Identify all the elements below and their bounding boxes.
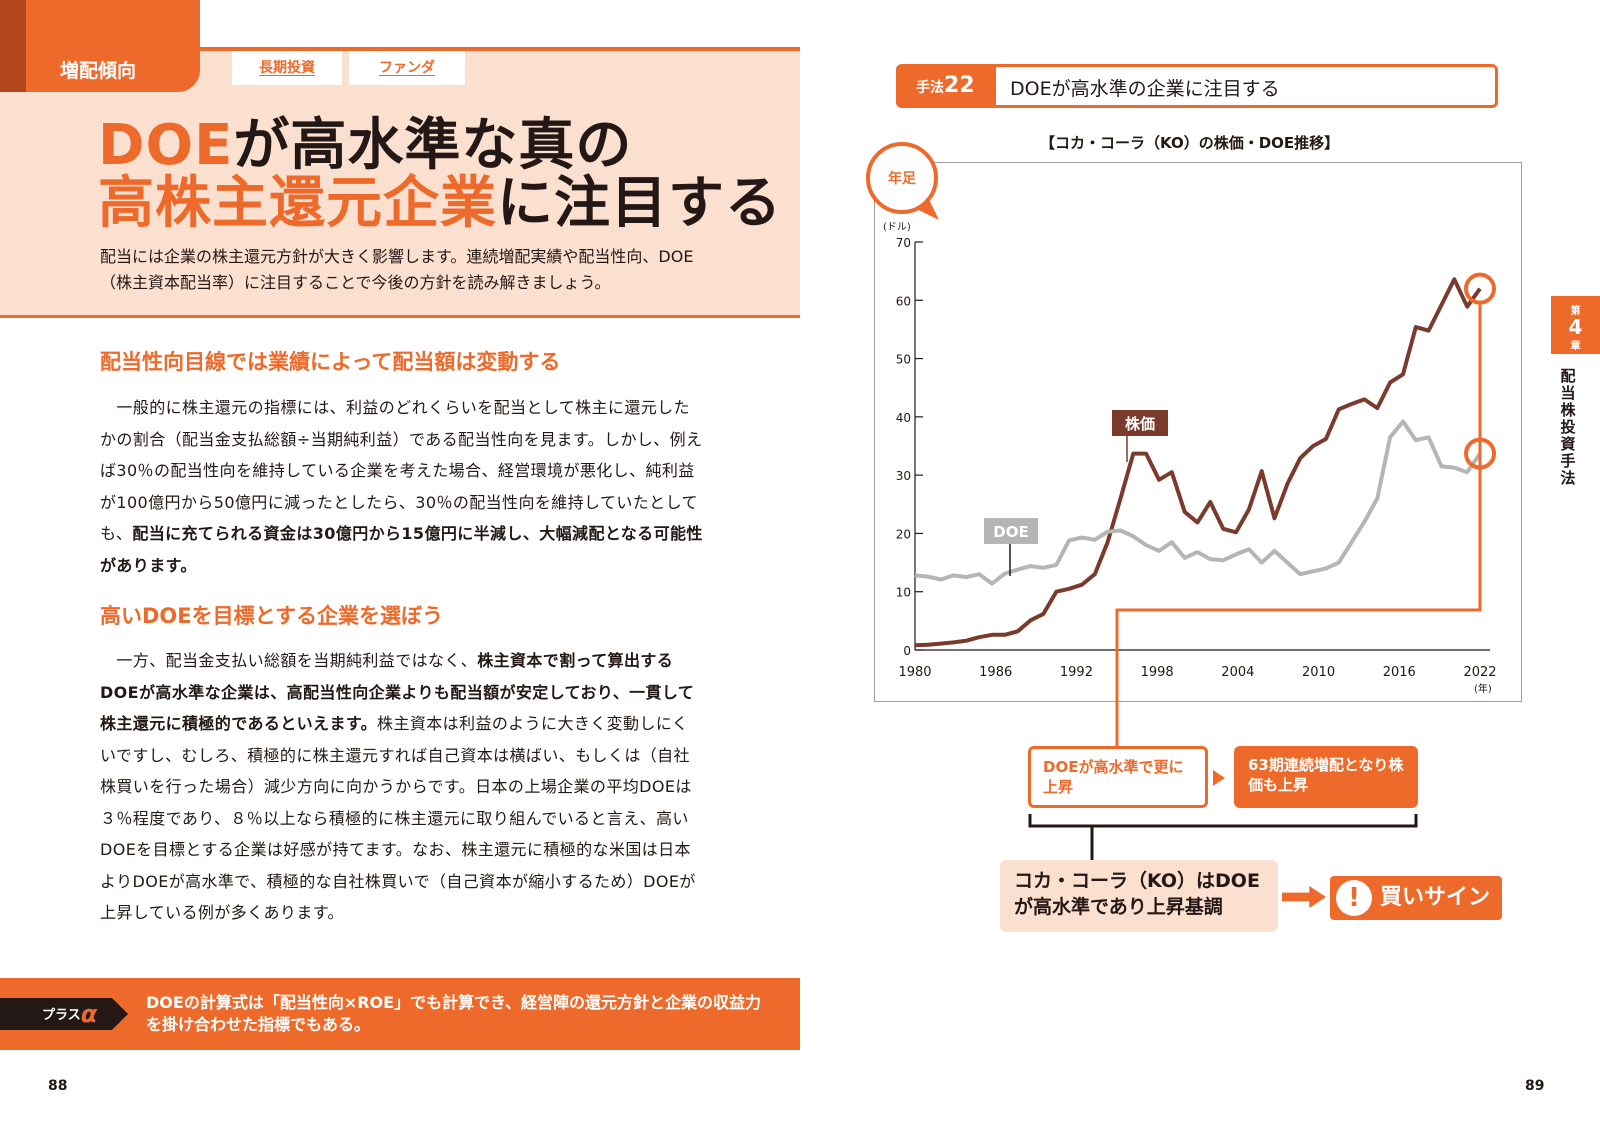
page-title-line2: 高株主還元企業に注目する (98, 172, 782, 236)
price-line (914, 277, 1482, 648)
heading-high-doe: 高いDOEを目標とする企業を選ぼう (100, 604, 443, 628)
x-axis-unit: (年) (1474, 682, 1492, 695)
y-tick-label: 10 (896, 586, 911, 600)
para2-normal-2: 株主資本は利益のように大きく変動しにくいですし、むしろ、積極的に株主還元すれば自… (100, 714, 696, 922)
tag-fundamental: ファンダ (349, 51, 465, 85)
x-tick-label: 1992 (1060, 665, 1093, 680)
page-number-left: 88 (48, 1078, 68, 1094)
callout-price-rise: 63期連続増配となり株価も上昇 (1234, 746, 1418, 808)
lead-text: 配当には企業の株主還元方針が大きく影響します。連続増配実績や配当性向、DOE（株… (100, 247, 694, 292)
page-number-right: 89 (1525, 1078, 1545, 1094)
section-tab: 増配傾向 (26, 0, 200, 92)
chapter-suffix: 章 (1570, 341, 1581, 352)
plus-alpha-label: プラス (42, 1008, 81, 1023)
period-badge-label: 年足 (888, 171, 916, 187)
y-tick-label: 60 (896, 294, 911, 308)
exclamation-icon: ! (1336, 880, 1372, 916)
conclusion-box: コカ・コーラ（KO）はDOEが高水準であり上昇基調 (1000, 860, 1278, 932)
tag-fundamental-label: ファンダ (379, 60, 435, 76)
x-tick-label: 1980 (898, 665, 931, 680)
y-tick-label: 20 (896, 527, 911, 541)
title-highlight-1: DOE (98, 113, 234, 178)
x-tick-label: 2010 (1302, 665, 1335, 680)
title-highlight-2: 高株主還元企業 (98, 171, 497, 236)
header-bottom-rule (0, 315, 800, 318)
chapter-prefix: 第 (1570, 306, 1581, 317)
method-title: DOEが高水準の企業に注目する (1010, 78, 1280, 100)
price-label-box (1112, 410, 1168, 436)
para1-normal: 一般的に株主還元の指標には、利益のどれくらいを配当として株主に還元したかの割合（… (100, 398, 703, 543)
y-tick-label: 70 (896, 236, 911, 250)
plus-alpha-band (0, 978, 800, 1050)
chapter-tab: 第 4 章 (1551, 296, 1600, 354)
plus-alpha-text: DOEの計算式は「配当性向×ROE」でも計算でき、経営陣の還元方針と企業の収益力… (146, 993, 761, 1034)
chapter-number: 4 (1568, 315, 1583, 339)
section-tab-label: 増配傾向 (60, 60, 137, 82)
x-tick-label: 1986 (979, 665, 1012, 680)
chapter-label: 配当株投資手法 (1560, 367, 1576, 487)
section-tab-edge (0, 0, 26, 92)
para2-normal-1: 一方、配当金支払い総額を当期純利益ではなく、 (100, 651, 478, 670)
price-label: 株価 (1125, 415, 1155, 433)
header-top-rule (0, 47, 800, 51)
callout-connector (1115, 302, 1482, 746)
x-tick-label: 1998 (1141, 665, 1174, 680)
paragraph-payout-ratio: 一般的に株主還元の指標には、利益のどれくらいを配当として株主に還元したかの割合（… (100, 392, 704, 581)
chart-title: 【コカ・コーラ（KO）の株価・DOE推移】 (1040, 134, 1340, 152)
doe-line (914, 419, 1482, 586)
callout-doe-rise: DOEが高水準で更に上昇 (1028, 746, 1208, 808)
page-title-line1: DOEが高水準な真の (98, 114, 632, 178)
y-axis-unit: (ドル) (883, 222, 911, 233)
method-banner (896, 64, 1498, 108)
y-tick-label: 50 (896, 353, 911, 367)
doe-label-box (984, 518, 1038, 544)
tag-long-term-label: 長期投資 (259, 60, 315, 76)
para1-bold: 配当に充てられる資金は30億円から15億円に半減し、大幅減配となる可能性がありま… (100, 524, 703, 575)
heading-payout-ratio: 配当性向目線では業績によって配当額は変動する (100, 350, 561, 374)
y-tick-label: 0 (903, 644, 911, 658)
para2-bold: 株主資本で割って算出するDOEが高水準な企業は、高配当性向企業よりも配当額が安定… (100, 651, 695, 733)
chart-frame (874, 162, 1522, 702)
title-rest-2: に注目する (497, 171, 782, 236)
y-tick-label: 30 (896, 469, 911, 483)
callout-arrow (1213, 770, 1225, 786)
period-badge: 年足 (866, 142, 938, 214)
x-tick-label: 2016 (1383, 665, 1416, 680)
x-tick-label: 2004 (1221, 665, 1254, 680)
method-label: 手法 (916, 80, 944, 96)
callout-bracket (1028, 814, 1418, 828)
plus-alpha-tag: プラスα (0, 998, 128, 1030)
x-tick-label: 2022 (1463, 665, 1496, 680)
header-background (0, 50, 800, 318)
y-tick-label: 40 (896, 411, 911, 425)
paragraph-high-doe: 一方、配当金支払い総額を当期純利益ではなく、株主資本で割って算出するDOEが高水… (100, 645, 704, 929)
alpha-symbol: α (80, 1000, 98, 1028)
method-number: 22 (944, 73, 975, 98)
doe-label: DOE (993, 523, 1028, 541)
method-tag: 手法22 (896, 64, 996, 108)
title-rest-1: が高水準な真の (233, 113, 633, 178)
tag-long-term: 長期投資 (232, 51, 342, 85)
